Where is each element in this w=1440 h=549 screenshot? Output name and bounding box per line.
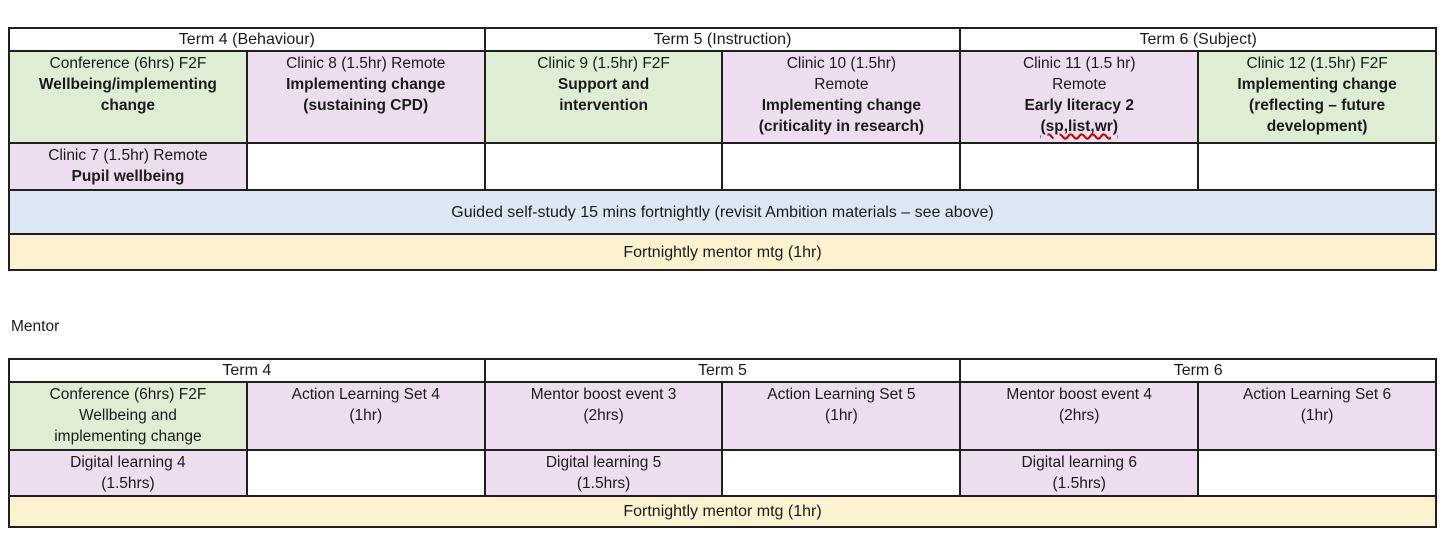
cell-line: Implementing change	[761, 97, 922, 114]
cell-line: (2hrs)	[1058, 407, 1100, 424]
cell-line: Wellbeing/implementing	[38, 76, 217, 93]
cell-line: intervention	[559, 97, 648, 114]
cell-line: (sp,list,wr)	[1040, 118, 1118, 135]
cell-line: Mentor boost event 4	[1006, 386, 1153, 403]
cell-line: Wellbeing and	[78, 407, 177, 424]
cell-line: Clinic 9 (1.5hr) F2F	[537, 55, 670, 72]
mentor-events-row: Conference (6hrs) F2F Wellbeing and implem…	[8, 381, 1437, 451]
cell-line: Conference (6hrs) F2F	[49, 55, 207, 72]
document-page: Term 4 (Behaviour) Term 5 (Instruction) …	[8, 27, 1437, 528]
cell-line: Clinic 12 (1.5hr) F2F	[1246, 55, 1388, 72]
empty-cell	[959, 142, 1200, 191]
guided-self-study-row: Guided self-study 15 mins fortnightly (r…	[8, 189, 1437, 235]
digital-learning-5-cell: Digital learning 5 (1.5hrs)	[483, 449, 724, 497]
digital-learning-4-cell: Digital learning 4 (1.5hrs)	[8, 449, 248, 497]
term4-behaviour-header: Term 4 (Behaviour)	[8, 27, 486, 52]
clinic-9-cell: Clinic 9 (1.5hr) F2F Support and intervent…	[483, 50, 724, 144]
fortnightly-mentor-text: Fortnightly mentor mtg (1hr)	[8, 495, 1437, 528]
fortnightly-mentor-text: Fortnightly mentor mtg (1hr)	[8, 233, 1437, 271]
cell-line: Conference (6hrs) F2F	[49, 386, 207, 403]
clinic-11-cell: Clinic 11 (1.5 hr) Remote Early literacy 2…	[959, 50, 1200, 144]
extra-session-row: Clinic 7 (1.5hr) Remote Pupil wellbeing	[8, 142, 1437, 191]
cell-line: (sustaining CPD)	[303, 97, 429, 114]
empty-cell	[245, 449, 486, 497]
cell-line: Support and	[557, 76, 650, 93]
empty-cell	[483, 142, 724, 191]
empty-cell	[721, 449, 962, 497]
cell-line: (1hr)	[1300, 407, 1334, 424]
cell-line: (1.5hrs)	[101, 475, 155, 492]
mentor-section-label: Mentor	[11, 318, 60, 335]
cell-line: (2hrs)	[583, 407, 624, 424]
mentor-conference-cell: Conference (6hrs) F2F Wellbeing and implem…	[8, 381, 248, 451]
cell-line: (criticality in research)	[758, 118, 925, 135]
cell-line: Implementing change	[286, 76, 446, 93]
cell-line: (1.5hrs)	[1052, 475, 1106, 492]
mentor-boost-event-3-cell: Mentor boost event 3 (2hrs)	[483, 381, 724, 451]
term5-header: Term 5	[483, 358, 962, 383]
cell-line: implementing change	[54, 428, 202, 445]
cell-line: (1hr)	[825, 407, 858, 424]
clinic-8-cell: Clinic 8 (1.5hr) Remote Implementing chan…	[245, 50, 486, 144]
cell-line: Clinic 7 (1.5hr) Remote	[48, 147, 208, 164]
guided-self-study-text: Guided self-study 15 mins fortnightly (r…	[8, 189, 1437, 235]
fortnightly-mentor-row: Fortnightly mentor mtg (1hr)	[8, 233, 1437, 271]
term5-instruction-header: Term 5 (Instruction)	[483, 27, 962, 52]
cell-line: Clinic 8 (1.5hr) Remote	[286, 55, 446, 72]
cell-line: Clinic 11 (1.5 hr)	[1022, 55, 1136, 72]
cell-line: (1hr)	[349, 407, 383, 424]
cell-line: Remote	[814, 76, 869, 93]
term6-header: Term 6	[959, 358, 1437, 383]
empty-cell	[1197, 449, 1437, 497]
cell-line: change	[100, 97, 156, 114]
digital-learning-6-cell: Digital learning 6 (1.5hrs)	[959, 449, 1200, 497]
cell-line: Digital learning 5	[545, 454, 662, 471]
cell-line: Early literacy 2	[1024, 97, 1134, 114]
action-learning-set-4-cell: Action Learning Set 4 (1hr)	[245, 381, 486, 451]
clinic-12-cell: Clinic 12 (1.5hr) F2F Implementing change…	[1197, 50, 1437, 144]
cell-line: Implementing change	[1237, 76, 1397, 93]
conference-wellbeing-cell: Conference (6hrs) F2F Wellbeing/implement…	[8, 50, 248, 144]
term4-header: Term 4	[8, 358, 486, 383]
term-header-row: Term 4 Term 5 Term 6	[8, 358, 1437, 383]
empty-cell	[245, 142, 486, 191]
cell-line: Remote	[1052, 76, 1107, 93]
clinic-7-cell: Clinic 7 (1.5hr) Remote Pupil wellbeing	[8, 142, 248, 191]
term6-subject-header: Term 6 (Subject)	[959, 27, 1437, 52]
clinic-10-cell: Clinic 10 (1.5hr) Remote Implementing chan…	[721, 50, 962, 144]
mentor-boost-event-4-cell: Mentor boost event 4 (2hrs)	[959, 381, 1200, 451]
action-learning-set-5-cell: Action Learning Set 5 (1hr)	[721, 381, 962, 451]
action-learning-set-6-cell: Action Learning Set 6 (1hr)	[1197, 381, 1437, 451]
cell-line: development)	[1266, 118, 1368, 135]
cell-line: (reflecting – future	[1249, 97, 1386, 114]
cell-line: Digital learning 6	[1021, 454, 1137, 471]
fortnightly-mentor-row: Fortnightly mentor mtg (1hr)	[8, 495, 1437, 528]
cell-line: Mentor boost event 3	[530, 386, 677, 403]
term-header-row: Term 4 (Behaviour) Term 5 (Instruction) …	[8, 27, 1437, 52]
cell-line: Action Learning Set 5	[767, 386, 916, 403]
empty-cell	[1197, 142, 1437, 191]
main-sessions-row: Conference (6hrs) F2F Wellbeing/implement…	[8, 50, 1437, 144]
cell-line: (1.5hrs)	[576, 475, 631, 492]
cell-line: Action Learning Set 6	[1242, 386, 1392, 403]
empty-cell	[721, 142, 962, 191]
cell-line: Clinic 10 (1.5hr)	[786, 55, 897, 72]
participant-schedule-table: Term 4 (Behaviour) Term 5 (Instruction) …	[8, 27, 1437, 271]
cell-line: Digital learning 4	[70, 454, 186, 471]
mentor-schedule-table: Term 4 Term 5 Term 6 Conference (6hrs) F…	[8, 358, 1437, 528]
cell-line: Pupil wellbeing	[71, 168, 185, 185]
cell-line: Action Learning Set 4	[291, 386, 440, 403]
digital-learning-row: Digital learning 4 (1.5hrs) Digital learn…	[8, 449, 1437, 497]
